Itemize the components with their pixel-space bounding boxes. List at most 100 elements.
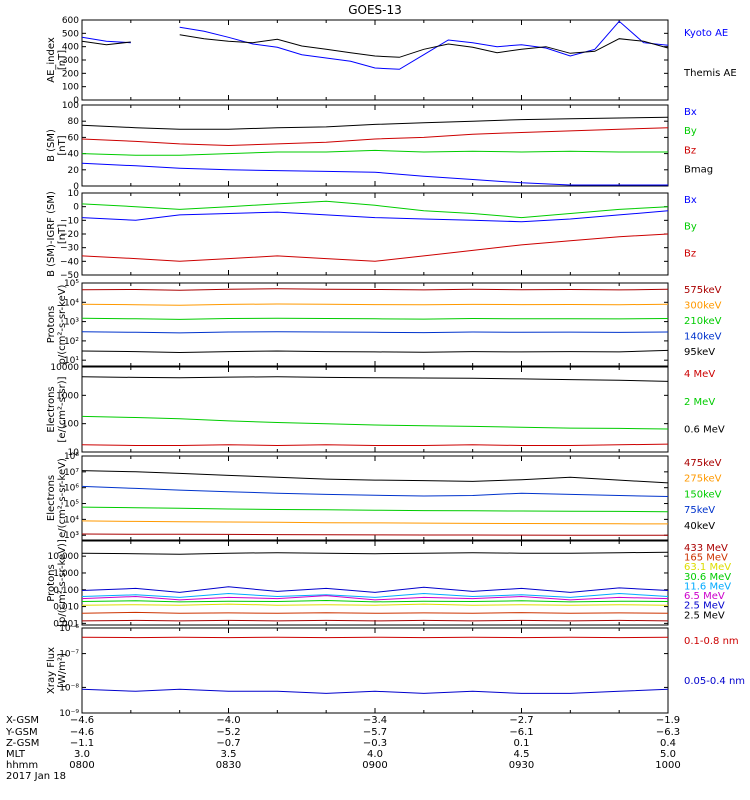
series-line-0-05-0-4-nm [81,688,669,694]
panel-frame-xray [81,627,669,714]
y-tick-label: 10⁵ [64,279,79,289]
series-line-575kev [81,288,669,291]
x-axis-value: −1.9 [656,715,680,726]
panel-frame-ae [81,19,669,101]
series-line-475kev [81,533,668,536]
series-line-bx [81,210,669,223]
legend-entry: 63.1 MeV [684,562,731,573]
panel-frame-protons-low [81,282,669,367]
y-tick-label: 500 [62,29,79,39]
series-line-300kev [81,303,669,306]
legend-entry: Kyoto AE [684,28,728,39]
legend-entry: 2.5 MeV [684,610,725,621]
y-tick-label: 10 [68,189,80,199]
y-axis-label: [e/(cm²-s-sr)] [57,376,68,442]
series-line-30-6-mev [81,599,669,603]
x-axis-value: −6.1 [509,727,533,738]
series-line-275kev [81,520,669,525]
x-axis-value: −1.1 [70,738,94,749]
y-tick-label: 0.100 [53,586,79,596]
y-axis-label: Protons [46,306,57,343]
x-axis-value: 0800 [69,760,94,771]
legend-entry: 150keV [684,489,722,500]
y-tick-label: 200 [62,69,79,79]
x-axis-value: 3.5 [221,749,237,760]
x-axis-row-label: Z-GSM [6,738,39,749]
x-axis-value: 0930 [509,760,534,771]
legend-entry: 475keV [684,458,722,469]
x-axis-row-label: hhmm [6,760,38,771]
x-axis-value: 3.0 [74,749,90,760]
y-tick-label: −50 [60,271,79,281]
y-tick-label: 400 [62,43,79,53]
y-axis-label: AE_index [46,37,57,83]
legend-entry: 11.6 MeV [684,581,731,592]
y-tick-label: 100 [62,83,79,93]
y-tick-label: 100 [62,101,79,111]
series-line-165-mev [81,611,669,614]
legend-entry: Bz [684,248,696,259]
series-line-themis-ae [179,34,669,58]
y-tick-label: 40 [68,150,80,160]
y-axis-label: [p/(cm²-s-sr-keV)] [57,539,68,627]
series-line-2-mev [81,415,669,430]
y-tick-label: 80 [68,117,80,127]
y-tick-label: 600 [62,16,79,26]
legend-entry: 140keV [684,332,722,343]
legend-entry: 210keV [684,316,722,327]
x-axis-value: 0.1 [514,738,530,749]
series-line-kyoto-ae [179,20,669,70]
y-tick-label: 100 [62,420,79,430]
panel-frame-electrons-kev [81,455,669,541]
series-line-bmag [81,116,669,130]
y-tick-label: 10⁷ [64,468,79,478]
legend-entry: 300keV [684,301,722,312]
y-axis-label: B (SM)-IGRF (SM) [46,191,57,277]
plot-title: GOES-13 [348,3,402,17]
legend-entry: 40keV [684,521,715,532]
x-axis-value: −3.4 [363,715,387,726]
y-axis-label: Protons [46,564,57,601]
series-line-0-6-mev [81,376,669,382]
x-axis-value: 4.0 [367,749,383,760]
legend-entry: Themis AE [683,68,737,79]
series-line-140kev [81,331,669,334]
y-axis-label: [nT] [57,224,68,244]
series-line-bx [81,162,668,186]
y-tick-label: 300 [62,56,79,66]
y-axis-label: [W/m²] [57,653,68,688]
legend-entry: 2.5 MeV [684,601,725,612]
y-tick-label: 10 [68,448,80,458]
y-tick-label: 0.001 [53,619,79,629]
x-axis-row-label: Y-GSM [5,727,38,738]
x-axis-row-label: MLT [6,749,26,760]
legend-entry: 575keV [684,285,722,296]
series-line-210kev [81,317,669,320]
x-axis-value: −4.6 [70,715,94,726]
series-line-kyoto-ae [81,36,131,44]
x-axis-value: −4.6 [70,727,94,738]
legend-entry: Bmag [684,165,713,176]
x-axis-value: 5.0 [660,749,676,760]
y-axis-label: p/(cm²-s-sr-keV) [57,284,68,364]
y-tick-label: 20 [68,166,80,176]
legend-entry: Bx [684,195,697,206]
legend-entry: By [684,126,697,137]
y-tick-label: 0 [73,182,79,192]
y-axis-label: [nT] [57,50,68,70]
x-axis-row-label: 2017 Jan 18 [6,771,66,782]
legend-entry: 0.05-0.4 nm [684,676,745,687]
series-line-40kev [81,470,669,484]
legend-entry: Bz [684,145,696,156]
y-tick-label: 1000 [56,391,79,401]
x-axis-value: 1000 [655,760,680,771]
series-line-2-5-mev [81,586,669,593]
x-axis-value: 0900 [362,760,387,771]
legend-entry: 6.5 MeV [684,591,725,602]
series-line-4-mev [81,443,669,447]
y-tick-label: −20 [60,230,79,240]
series-line-6-5-mev [81,595,669,601]
legend-entry: 30.6 MeV [684,572,731,583]
y-tick-label: 60 [68,133,80,143]
